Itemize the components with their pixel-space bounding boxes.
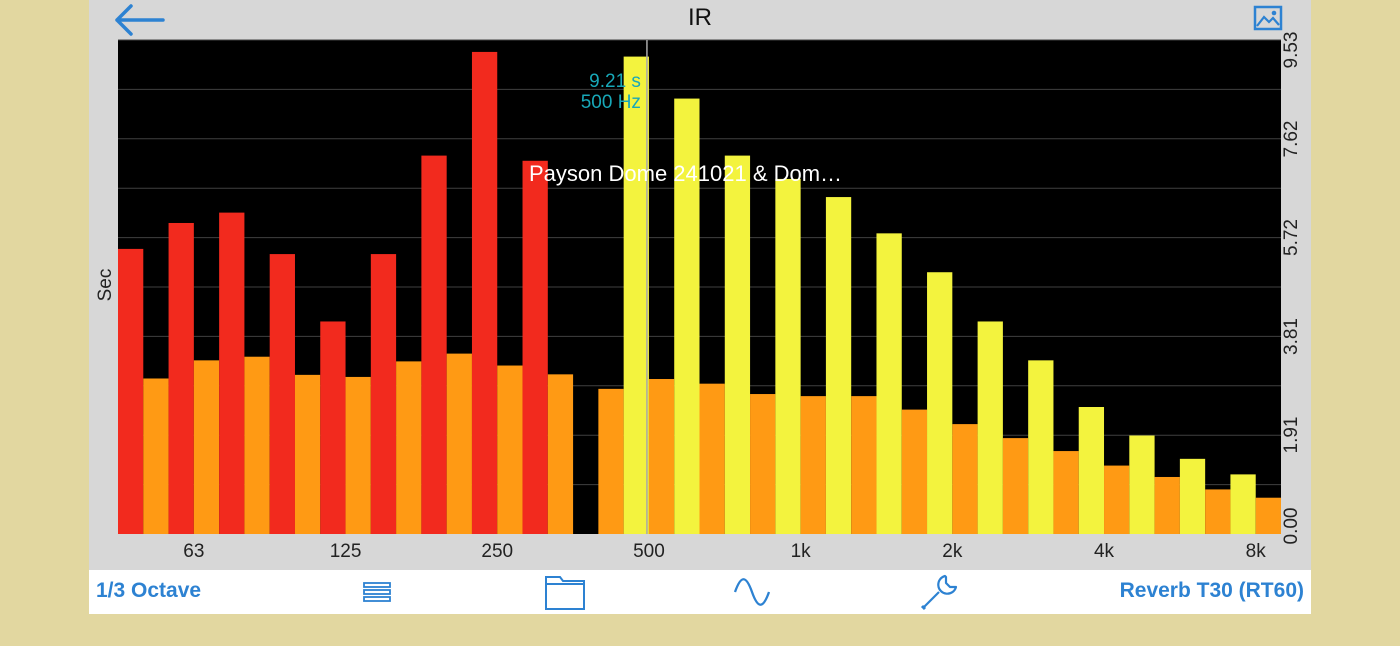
bar-series-1 [1028,360,1054,534]
bar-series-2 [244,356,270,534]
image-icon[interactable] [1253,5,1283,31]
bar-series-2 [345,376,371,534]
x-tick-label: 1k [791,541,812,562]
y-tick-label: 5.72 [1281,219,1302,256]
x-axis-ticks: 63 125 250 500 1k 2k 4k 8k [183,541,1266,562]
bar-series-1 [825,197,852,534]
y-tick-label: 1.91 [1281,417,1302,454]
bar-series-2 [800,396,826,534]
bar-series-2 [699,383,725,534]
bar-series-1 [370,254,397,535]
bar-series-2 [446,353,472,534]
chart-title: Payson Dome 241021 & Dom… [529,161,842,186]
y-tick-label: 0.00 [1281,508,1302,545]
y-tick-label: 7.62 [1281,121,1302,158]
bar-series-2 [648,379,675,534]
bar-series-1 [927,272,953,534]
bar-series-1 [1230,474,1256,534]
bar-series-2 [1104,465,1130,534]
bar-series-2 [497,365,523,534]
x-tick-label: 500 [633,541,665,562]
bar-series-2 [1205,489,1231,534]
back-arrow-icon[interactable] [111,2,167,38]
cursor-value-label: 9.21 s [589,71,641,92]
bar-series-1 [876,233,902,534]
bar-series-1 [421,155,447,534]
octave-button[interactable]: 1/3 Octave [96,579,202,602]
bar-series-1 [1078,407,1105,534]
bar-series-2 [750,394,776,534]
bar-series-1 [522,160,548,534]
x-tick-label: 63 [183,541,204,562]
bar-series-2 [952,424,978,534]
y-axis-ticks: 0.00 1.91 3.81 5.72 7.62 9.53 [1281,32,1302,545]
wrench-icon[interactable] [917,573,961,611]
y-tick-label: 9.53 [1281,32,1302,69]
bar-series-2 [1053,451,1079,534]
list-icon[interactable] [359,573,397,611]
bar-series-1 [219,212,245,534]
page-title: IR [688,4,712,31]
y-axis-label: Sec [95,269,116,302]
bar-series-1 [977,321,1003,534]
folder-icon[interactable] [543,573,587,611]
bar-series-2 [294,374,321,534]
bar-series-2 [598,388,624,534]
bar-series-1 [118,248,144,534]
bottom-toolbar: 1/3 Octave Reverb T30 (RT60) [89,570,1311,614]
bar-series-1 [674,98,700,535]
bar-series-1 [471,51,498,534]
bar-series-2 [547,374,574,534]
x-tick-label: 8k [1246,541,1267,562]
x-tick-label: 4k [1094,541,1115,562]
x-tick-label: 125 [330,541,362,562]
bar-series-2 [143,378,169,534]
bar-series-2 [1154,476,1180,534]
x-tick-label: 250 [481,541,513,562]
sine-wave-icon[interactable] [732,573,772,611]
bar-series-2 [851,396,877,534]
y-tick-label: 3.81 [1281,318,1302,355]
bar-series-1 [320,321,346,534]
x-tick-label: 2k [942,541,963,562]
app-frame: IR 9.21 s 500 Hz Payson Dome 241021 & Do… [89,0,1311,614]
top-bar: IR [89,0,1311,40]
bar-series-2 [901,409,928,534]
bar-series-1 [724,155,751,534]
cursor-frequency-label: 500 Hz [581,92,641,113]
bar-series-2 [396,361,422,534]
bars [118,51,1281,535]
bar-series-1 [623,56,649,535]
bar-series-2 [193,360,220,534]
bar-series-2 [1002,438,1029,534]
bar-series-1 [269,254,295,535]
bar-series-1 [1179,458,1206,534]
bar-series-1 [775,178,801,534]
measurement-type-button[interactable]: Reverb T30 (RT60) [1119,579,1304,602]
bar-series-2 [1255,497,1281,534]
bar-series-1 [168,222,194,534]
chart: 9.21 s 500 Hz Payson Dome 241021 & Dom… … [95,32,1302,562]
bar-series-1 [1129,435,1155,534]
